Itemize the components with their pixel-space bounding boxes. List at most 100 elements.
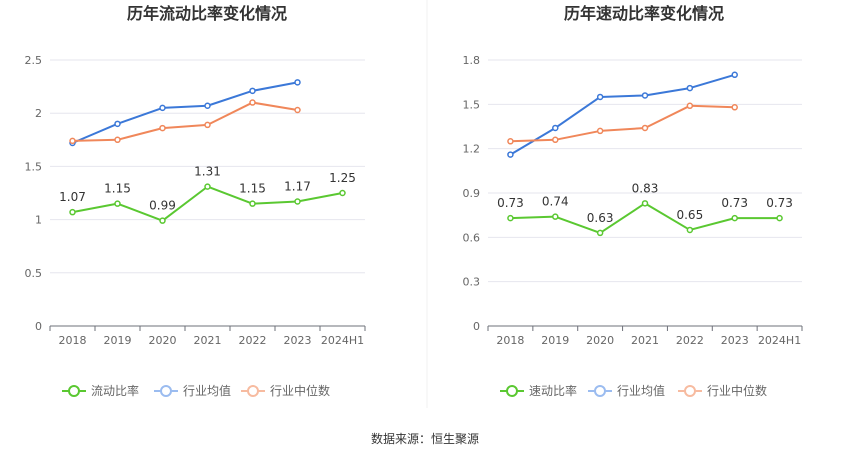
x-tick-label: 2023 <box>284 334 312 347</box>
legend-item[interactable]: 行业均值 <box>588 383 665 398</box>
y-tick-label: 1.2 <box>463 143 481 156</box>
data-label: 1.15 <box>239 182 266 196</box>
data-point <box>294 79 301 86</box>
current-ratio-chart: 历年流动比率变化情况 0 0.5 1 1.5 2 2.5 2018 2019 2020 2021 20… <box>25 4 366 398</box>
data-point <box>114 200 121 207</box>
data-label: 1.25 <box>329 171 356 185</box>
legend-label: 行业中位数 <box>270 383 330 398</box>
x-tick-label: 2021 <box>194 334 222 347</box>
data-label: 1.15 <box>104 182 131 196</box>
y-tick-label: 0.3 <box>463 276 481 289</box>
data-point <box>641 200 649 207</box>
legend-swatch-marker <box>506 385 518 397</box>
data-point <box>204 121 211 129</box>
data-point <box>114 136 121 144</box>
x-tick-label: 2024H1 <box>321 334 364 347</box>
legend-item[interactable]: 行业中位数 <box>678 383 767 398</box>
data-label: 1.07 <box>59 190 86 204</box>
y-tick-label: 1 <box>35 214 42 227</box>
legend-swatch-marker <box>684 385 696 397</box>
legend-swatch-marker <box>594 385 606 397</box>
data-point <box>159 124 166 132</box>
y-tick-label: 0.5 <box>25 267 43 280</box>
x-tick-label: 2024H1 <box>758 334 801 347</box>
y-tick-label: 2 <box>35 107 42 120</box>
data-point <box>294 198 301 205</box>
data-point <box>596 127 604 135</box>
legend-item[interactable]: 速动比率 <box>500 383 577 398</box>
series-line-2 <box>510 104 735 143</box>
series-line-1 <box>509 73 735 156</box>
data-point <box>249 99 256 106</box>
x-tick-label: 2018 <box>496 334 524 347</box>
data-point <box>686 226 694 234</box>
data-label: 0.73 <box>721 196 748 210</box>
data-point <box>159 217 166 224</box>
data-point <box>69 208 76 216</box>
chart-title: 历年速动比率变化情况 <box>564 4 724 23</box>
x-tick-label: 2020 <box>149 334 177 347</box>
x-tick-label: 2020 <box>586 334 614 347</box>
chart-title: 历年流动比率变化情况 <box>127 4 287 23</box>
y-tick-label: 1.5 <box>463 98 481 111</box>
y-tick-label: 2.5 <box>25 54 43 67</box>
x-tick-label: 2019 <box>541 334 569 347</box>
data-point <box>159 104 166 112</box>
legend-item[interactable]: 行业均值 <box>154 383 231 398</box>
data-point <box>69 137 76 145</box>
legend-label: 行业均值 <box>183 383 231 398</box>
legend-item[interactable]: 行业中位数 <box>241 383 330 398</box>
legend-swatch-marker <box>68 385 80 397</box>
series-line-2 <box>72 101 298 142</box>
data-point <box>596 229 604 237</box>
data-label: 1.17 <box>284 180 311 194</box>
legend-label: 速动比率 <box>529 383 577 398</box>
legend-swatch-marker <box>247 385 259 397</box>
data-label: 0.83 <box>632 181 659 195</box>
data-point <box>339 189 346 197</box>
data-point <box>641 124 649 132</box>
data-point <box>552 124 559 132</box>
legend-swatch-marker <box>160 385 172 397</box>
data-point <box>686 84 694 92</box>
data-point <box>776 214 783 222</box>
y-tick-label: 0 <box>35 320 42 333</box>
y-tick-label: 0.6 <box>463 231 481 244</box>
legend-label: 行业中位数 <box>707 383 767 398</box>
y-tick-label: 1.5 <box>25 160 43 173</box>
data-point <box>507 214 514 222</box>
data-point <box>731 71 738 79</box>
y-tick-label: 0 <box>473 320 480 333</box>
data-label: 0.74 <box>542 195 569 209</box>
data-point <box>294 106 301 114</box>
x-tick-label: 2022 <box>676 334 704 347</box>
legend-label: 行业均值 <box>617 383 665 398</box>
data-point <box>552 136 559 144</box>
data-point <box>204 183 211 190</box>
data-point <box>249 87 256 95</box>
data-source-note: 数据来源：恒生聚源 <box>371 431 479 446</box>
x-tick-label: 2023 <box>721 334 749 347</box>
data-point <box>686 102 694 110</box>
series-line-1 <box>72 81 298 144</box>
x-tick-label: 2022 <box>239 334 267 347</box>
data-point <box>641 92 649 99</box>
x-tick-label: 2019 <box>104 334 132 347</box>
data-point <box>249 200 256 207</box>
legend-item[interactable]: 流动比率 <box>62 383 139 398</box>
data-point <box>596 93 604 101</box>
data-label: 1.31 <box>194 165 221 179</box>
legend-label: 流动比率 <box>91 383 139 398</box>
data-point <box>204 102 211 110</box>
data-point <box>114 120 121 128</box>
data-point <box>507 151 514 158</box>
data-label: 0.73 <box>497 196 524 210</box>
data-label: 0.63 <box>587 211 614 225</box>
data-point <box>731 214 738 222</box>
data-label: 0.99 <box>149 199 176 213</box>
y-tick-label: 1.8 <box>463 54 481 67</box>
y-tick-label: 0.9 <box>463 187 481 200</box>
x-tick-label: 2018 <box>59 334 87 347</box>
x-tick-label: 2021 <box>631 334 659 347</box>
